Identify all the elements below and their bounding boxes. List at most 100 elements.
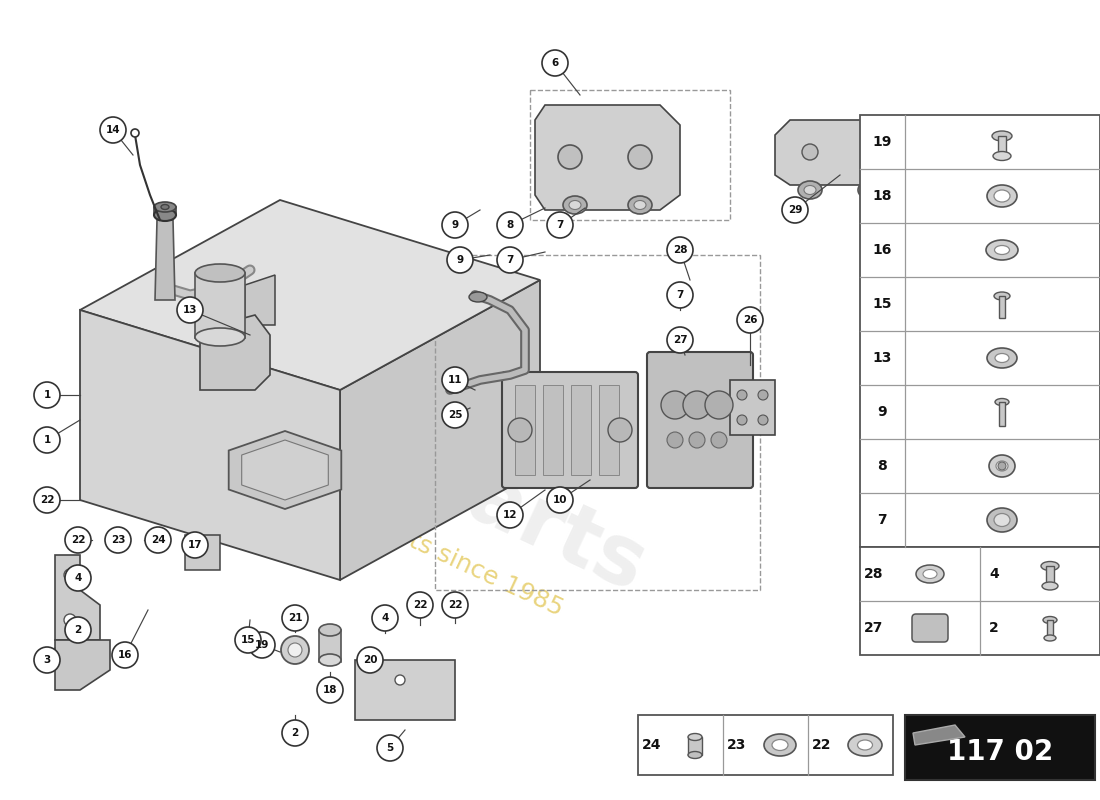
Text: 117 02: 117 02: [947, 738, 1053, 766]
Text: 12: 12: [503, 510, 517, 520]
Ellipse shape: [916, 565, 944, 583]
Circle shape: [282, 720, 308, 746]
Bar: [515, 385, 535, 475]
Ellipse shape: [764, 734, 796, 756]
Circle shape: [288, 643, 302, 657]
Text: 2: 2: [989, 621, 999, 635]
Circle shape: [65, 527, 91, 553]
Text: 4: 4: [382, 613, 388, 623]
Ellipse shape: [994, 246, 1010, 254]
Text: a passion for parts since 1985: a passion for parts since 1985: [213, 439, 566, 621]
Circle shape: [182, 532, 208, 558]
Text: 27: 27: [865, 621, 883, 635]
Text: 4: 4: [75, 573, 81, 583]
Bar: [999, 402, 1005, 426]
Circle shape: [145, 527, 170, 553]
Circle shape: [372, 605, 398, 631]
Text: 18: 18: [322, 685, 338, 695]
Circle shape: [104, 527, 131, 553]
Circle shape: [64, 569, 76, 581]
FancyBboxPatch shape: [647, 352, 754, 488]
Ellipse shape: [161, 205, 169, 210]
Circle shape: [689, 432, 705, 448]
Circle shape: [667, 327, 693, 353]
Text: 23: 23: [727, 738, 747, 752]
Text: 17: 17: [188, 540, 202, 550]
Text: 7: 7: [506, 255, 514, 265]
Bar: [688, 737, 702, 755]
Text: 6: 6: [551, 58, 559, 68]
Text: 22: 22: [812, 738, 832, 752]
Text: 19: 19: [872, 135, 892, 149]
Circle shape: [683, 391, 711, 419]
Text: 2: 2: [292, 728, 298, 738]
Circle shape: [628, 145, 652, 169]
Polygon shape: [229, 431, 341, 509]
Text: 8: 8: [506, 220, 514, 230]
Ellipse shape: [1044, 635, 1056, 641]
Circle shape: [131, 129, 139, 137]
Circle shape: [998, 462, 1006, 470]
Bar: [860, 115, 1100, 547]
Bar: [154, 207, 176, 215]
FancyBboxPatch shape: [912, 614, 948, 642]
Ellipse shape: [195, 264, 245, 282]
Circle shape: [508, 418, 532, 442]
Bar: [905, 715, 1094, 780]
Circle shape: [782, 197, 808, 223]
Text: 11: 11: [448, 375, 462, 385]
Ellipse shape: [1041, 562, 1059, 570]
Circle shape: [177, 297, 204, 323]
Ellipse shape: [993, 151, 1011, 161]
Circle shape: [737, 307, 763, 333]
Circle shape: [661, 391, 689, 419]
Text: 20: 20: [363, 655, 377, 665]
Text: 1: 1: [43, 390, 51, 400]
Ellipse shape: [994, 190, 1010, 202]
Circle shape: [112, 642, 138, 668]
Circle shape: [667, 432, 683, 448]
Text: 19: 19: [255, 640, 270, 650]
Circle shape: [908, 144, 923, 160]
Text: 23: 23: [111, 535, 125, 545]
Ellipse shape: [798, 181, 822, 199]
Circle shape: [442, 212, 468, 238]
Text: 16: 16: [118, 650, 132, 660]
Text: 22: 22: [70, 535, 86, 545]
Polygon shape: [776, 120, 935, 185]
Text: 28: 28: [673, 245, 688, 255]
Ellipse shape: [996, 354, 1009, 362]
Circle shape: [442, 367, 468, 393]
Text: 15: 15: [872, 297, 892, 311]
Circle shape: [758, 390, 768, 400]
Ellipse shape: [688, 751, 702, 758]
Circle shape: [737, 390, 747, 400]
Text: 24: 24: [151, 535, 165, 545]
Circle shape: [608, 418, 632, 442]
Ellipse shape: [996, 461, 1008, 471]
Circle shape: [442, 402, 468, 428]
Text: 7: 7: [676, 290, 684, 300]
Circle shape: [377, 735, 403, 761]
Bar: [1047, 620, 1053, 638]
Circle shape: [711, 432, 727, 448]
FancyBboxPatch shape: [502, 372, 638, 488]
Text: 13: 13: [872, 351, 892, 365]
Circle shape: [65, 617, 91, 643]
Circle shape: [100, 117, 126, 143]
Text: 22: 22: [412, 600, 427, 610]
Polygon shape: [200, 315, 270, 390]
Ellipse shape: [858, 740, 872, 750]
Ellipse shape: [864, 186, 876, 194]
Text: 10: 10: [552, 495, 568, 505]
Text: 21: 21: [288, 613, 302, 623]
Circle shape: [558, 145, 582, 169]
Ellipse shape: [987, 348, 1018, 368]
Circle shape: [862, 144, 878, 160]
Ellipse shape: [154, 209, 176, 221]
Circle shape: [497, 247, 522, 273]
Bar: [319, 630, 341, 662]
Circle shape: [705, 391, 733, 419]
Polygon shape: [535, 105, 680, 210]
Circle shape: [442, 592, 468, 618]
